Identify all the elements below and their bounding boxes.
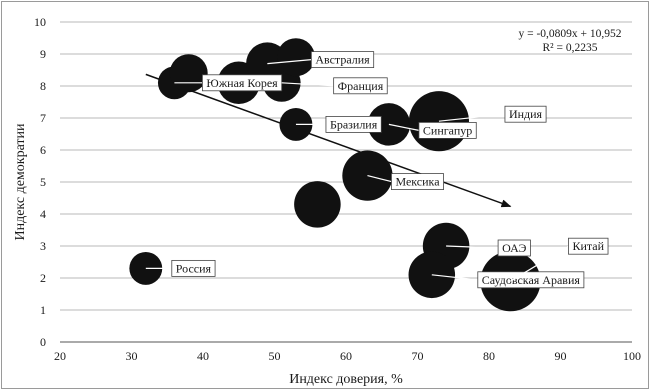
x-tick-label: 60	[340, 349, 352, 363]
callout: ОАЭ	[446, 239, 531, 257]
callout-leader	[438, 113, 506, 122]
trend-r-squared: R² = 0,2235	[543, 42, 598, 54]
y-axis-title: Индекс демократии	[13, 123, 28, 241]
callout-box	[171, 259, 216, 277]
callout-label: Южная Корея	[206, 76, 278, 90]
callout-label: ОАЭ	[502, 241, 526, 255]
callout-box	[568, 237, 609, 255]
y-tick-label: 6	[40, 143, 46, 157]
callout-leader	[431, 274, 478, 281]
y-tick-label: 10	[34, 15, 46, 29]
callout-leader	[281, 82, 334, 87]
bubble	[367, 103, 411, 146]
callout-leader	[367, 175, 392, 183]
y-tick-label: 9	[40, 47, 46, 61]
x-axis-title: Индекс доверия, %	[289, 372, 403, 387]
x-tick-label: 40	[197, 349, 209, 363]
callout-leader	[510, 245, 569, 282]
x-tick-label: 90	[555, 349, 567, 363]
callout: Бразилия	[295, 116, 382, 133]
bubble	[276, 38, 315, 77]
callout-leader	[267, 59, 312, 65]
callout-label: Саудовская Аравия	[482, 273, 581, 287]
x-tick-label: 70	[412, 349, 424, 363]
callout-box	[418, 122, 477, 139]
y-tick-labels: 0 1 2 3 4 5 6 7 8 9 10	[34, 15, 46, 349]
callout-box	[391, 173, 444, 191]
callout: Сингапур	[388, 122, 477, 139]
callout-box	[333, 77, 388, 95]
x-tick-label: 80	[483, 349, 495, 363]
callout-box	[310, 51, 375, 68]
y-tick-label: 1	[40, 303, 46, 317]
callout-label: Китай	[572, 239, 604, 253]
x-tick-labels: 20 30 40 50 60 70 80 90 100	[54, 349, 641, 363]
callout-leader	[446, 245, 499, 249]
callout-label: Австралия	[315, 53, 370, 67]
x-tick-label: 100	[623, 349, 641, 363]
callout-label: Мексика	[395, 175, 440, 189]
callout: Франция	[281, 77, 388, 95]
callout-box	[477, 271, 585, 289]
y-tick-label: 8	[40, 79, 46, 93]
callout-leader	[388, 123, 420, 131]
bubbles-layer	[129, 38, 541, 312]
callout: Китай	[510, 237, 609, 282]
callout-label: Россия	[176, 261, 212, 275]
x-tick-label: 20	[54, 349, 66, 363]
x-tick-label: 30	[126, 349, 138, 363]
callout: Мексика	[367, 173, 444, 191]
trendline-arrow	[145, 73, 512, 208]
y-tick-label: 0	[40, 335, 46, 349]
callouts-layer: Россия Южная Корея Австралия Франция Бразили…	[145, 51, 609, 289]
y-tick-label: 3	[40, 239, 46, 253]
x-tick-label: 50	[269, 349, 281, 363]
callout: Саудовская Аравия	[431, 271, 585, 289]
callout: Россия	[145, 259, 216, 277]
callout-label: Бразилия	[330, 117, 378, 131]
callout: Индия	[438, 105, 547, 123]
callout-box	[504, 105, 547, 123]
trend-equation: y = -0,0809x + 10,952	[518, 28, 621, 40]
y-tick-label: 5	[40, 175, 46, 189]
callout-label: Сингапур	[423, 123, 472, 137]
callout-box	[325, 116, 382, 133]
callout-label: Франция	[338, 79, 384, 93]
callout-label: Индия	[509, 107, 543, 121]
callout: Южная Корея	[174, 74, 283, 92]
bubble	[294, 181, 341, 228]
y-tick-label: 4	[40, 207, 46, 221]
callout: Австралия	[267, 51, 375, 68]
callout-box	[497, 239, 531, 257]
y-tick-label: 2	[40, 271, 46, 285]
y-tick-label: 7	[40, 111, 46, 125]
